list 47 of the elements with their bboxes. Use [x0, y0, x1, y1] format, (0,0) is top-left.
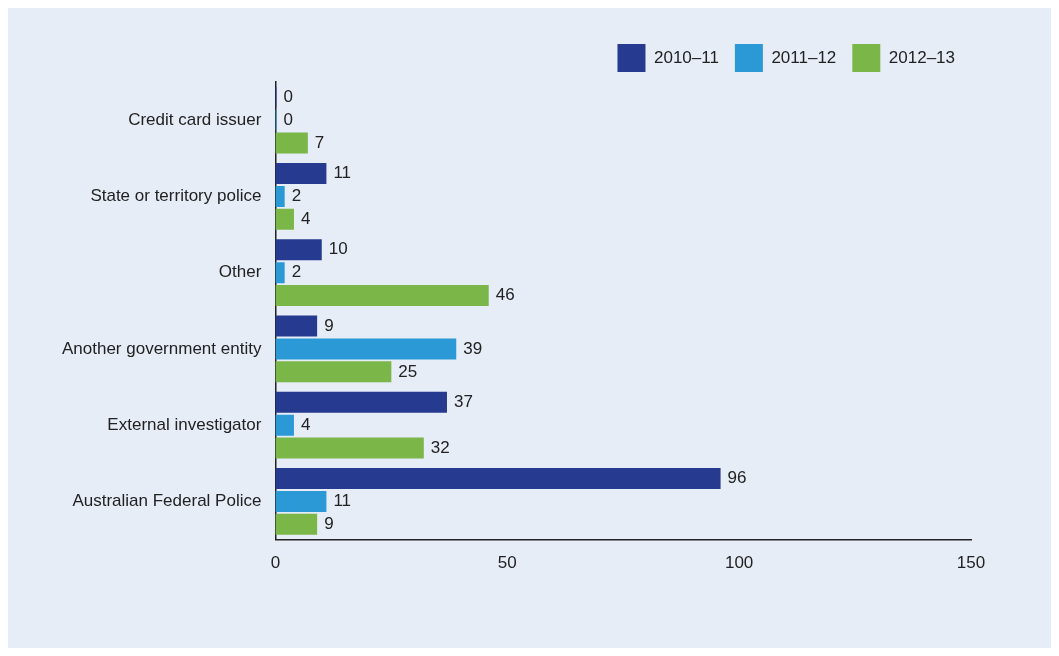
data-label: 39 [463, 338, 483, 358]
legend-label: 2012–13 [888, 47, 956, 67]
bar [275, 414, 294, 436]
y-tick-label: Other [218, 262, 262, 282]
legend-label: 2010–11 [653, 47, 719, 67]
data-label: 10 [328, 239, 348, 259]
legend-label: 2011–12 [771, 47, 837, 67]
data-label: 11 [333, 163, 352, 183]
data-label: 0 [283, 109, 293, 129]
bar [275, 315, 318, 337]
data-label: 4 [300, 414, 311, 434]
data-label: 32 [430, 437, 450, 457]
x-tick-label: 0 [270, 553, 281, 573]
y-tick-label: State or territory police [90, 186, 262, 206]
data-label: 9 [324, 315, 334, 335]
bar [275, 468, 721, 490]
y-tick-label: Australian Federal Police [72, 491, 262, 511]
y-tick-label: Credit card issuer [128, 109, 262, 129]
y-tick-label: External investigator [107, 414, 262, 434]
data-label: 2 [291, 262, 302, 282]
bar [275, 285, 489, 307]
x-tick-label: 100 [724, 553, 754, 573]
data-label: 37 [453, 392, 473, 412]
bar [275, 185, 285, 207]
bar [275, 163, 327, 185]
data-label: 25 [398, 361, 418, 381]
bar [275, 513, 318, 535]
bar [275, 239, 322, 261]
data-label: 4 [300, 208, 311, 228]
bar [275, 338, 457, 360]
data-label: 11 [333, 491, 352, 511]
data-label: 46 [495, 285, 515, 305]
data-label: 0 [283, 86, 293, 106]
data-label: 9 [324, 514, 334, 534]
bar [275, 391, 447, 413]
bar [275, 490, 327, 512]
data-label: 7 [314, 132, 325, 152]
data-label: 2 [291, 186, 302, 206]
bar [275, 437, 424, 459]
y-tick-label: Another government entity [61, 338, 262, 358]
bar [275, 262, 285, 284]
bar [275, 132, 308, 154]
bar [275, 361, 392, 383]
bar [275, 208, 294, 230]
data-label: 96 [727, 468, 747, 488]
x-tick-label: 150 [956, 553, 986, 573]
x-tick-label: 50 [497, 553, 517, 573]
